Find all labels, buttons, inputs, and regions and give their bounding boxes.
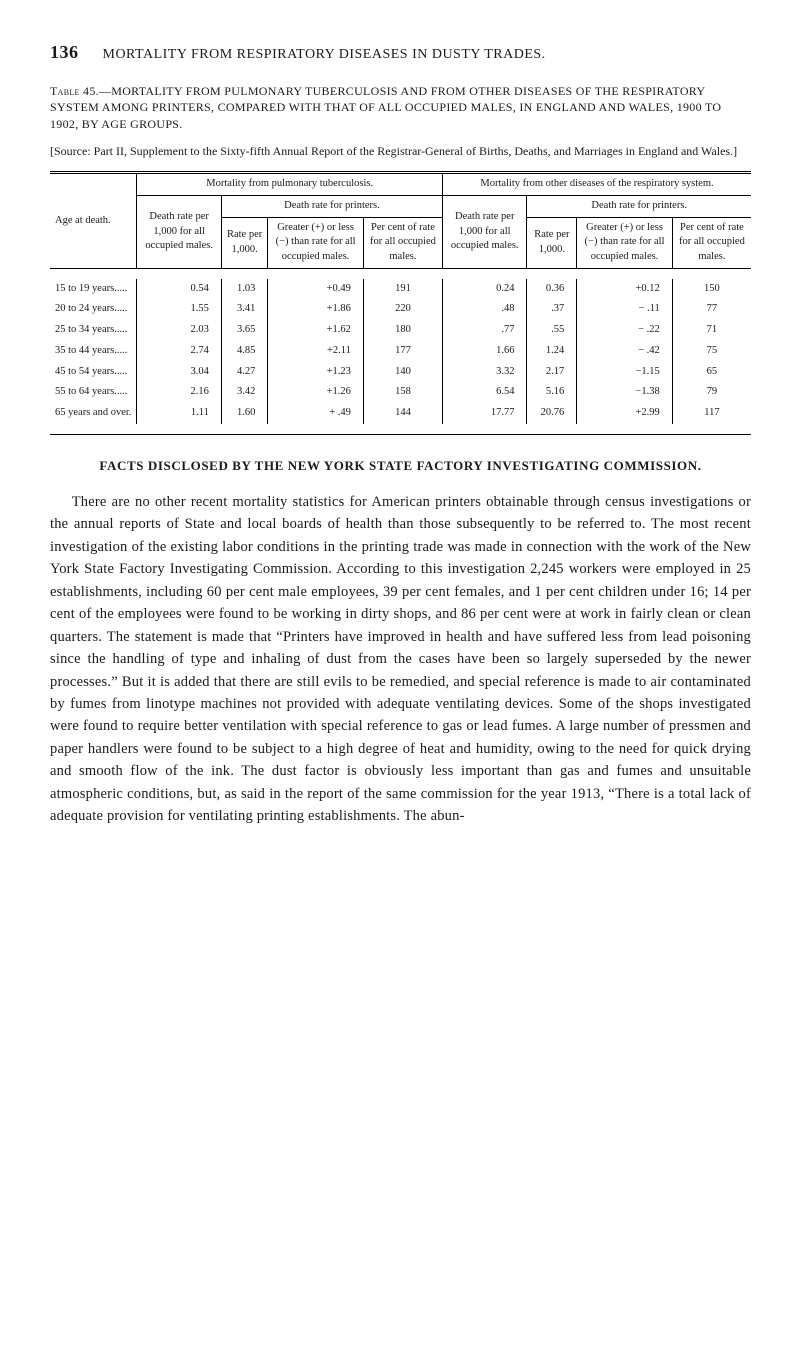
col-a-percent: Per cent of rate for all occupied males. [363, 217, 442, 268]
body-paragraph: There are no other recent mortality stat… [50, 491, 751, 828]
table-cell: 17.77 [443, 403, 527, 424]
table-row: 55 to 64 years.....2.163.42+1.261586.545… [50, 382, 751, 403]
table-cell: 65 [672, 362, 751, 383]
table-cell: .55 [527, 320, 577, 341]
table-cell: −1.38 [577, 382, 673, 403]
table-cell: 45 to 54 years..... [50, 362, 137, 383]
table-cell: −1.15 [577, 362, 673, 383]
table-cell: 4.27 [221, 362, 267, 383]
table-cell: 140 [363, 362, 442, 383]
table-cell: 1.11 [137, 403, 221, 424]
table-cell: 75 [672, 341, 751, 362]
table-cell: 0.24 [443, 279, 527, 300]
col-a-rate-per: Rate per 1,000. [221, 217, 267, 268]
col-header-age: Age at death. [50, 173, 137, 268]
table-cell: 150 [672, 279, 751, 300]
table-cell: .37 [527, 299, 577, 320]
table-row: 35 to 44 years.....2.744.85+2.111771.661… [50, 341, 751, 362]
col-a-death-rate: Death rate per 1,000 for all occupied ma… [137, 196, 221, 269]
table-cell: 55 to 64 years..... [50, 382, 137, 403]
table-cell: 6.54 [443, 382, 527, 403]
table-cell: 20 to 24 years..... [50, 299, 137, 320]
table-cell: 3.41 [221, 299, 267, 320]
col-a-greater-less: Greater (+) or less (−) than rate for al… [268, 217, 364, 268]
col-b-printers: Death rate for printers. [527, 196, 751, 218]
table-cell: 177 [363, 341, 442, 362]
col-b-death-rate: Death rate per 1,000 for all occupied ma… [443, 196, 527, 269]
table-cell: 3.42 [221, 382, 267, 403]
table-row: 65 years and over.1.111.60+ .4914417.772… [50, 403, 751, 424]
table-cell: 0.54 [137, 279, 221, 300]
table-cell: 15 to 19 years..... [50, 279, 137, 300]
table-cell: 2.16 [137, 382, 221, 403]
table-cell: +1.62 [268, 320, 364, 341]
table-row: 20 to 24 years.....1.553.41+1.86220.48.3… [50, 299, 751, 320]
table-cell: 25 to 34 years..... [50, 320, 137, 341]
table-cell: +2.11 [268, 341, 364, 362]
running-head: MORTALITY FROM RESPIRATORY DISEASES IN D… [103, 47, 546, 62]
mortality-table: Age at death. Mortality from pulmonary t… [50, 171, 751, 434]
page-header: 136 MORTALITY FROM RESPIRATORY DISEASES … [50, 40, 751, 65]
table-cell: 1.60 [221, 403, 267, 424]
table-cell: + .49 [268, 403, 364, 424]
table-cell: 35 to 44 years..... [50, 341, 137, 362]
table-cell: 77 [672, 299, 751, 320]
table-cell: 2.74 [137, 341, 221, 362]
col-group-a: Mortality from pulmonary tuberculosis. [137, 173, 443, 196]
table-cell: − .42 [577, 341, 673, 362]
table-cell: 191 [363, 279, 442, 300]
table-cell: − .22 [577, 320, 673, 341]
table-cell: +1.86 [268, 299, 364, 320]
table-cell: 3.04 [137, 362, 221, 383]
table-cell: 1.03 [221, 279, 267, 300]
table-cell: .77 [443, 320, 527, 341]
table-row: 45 to 54 years.....3.044.27+1.231403.322… [50, 362, 751, 383]
table-cell: +0.49 [268, 279, 364, 300]
table-cell: +1.23 [268, 362, 364, 383]
facts-heading: FACTS DISCLOSED BY THE NEW YORK STATE FA… [50, 457, 751, 475]
table-cell: 65 years and over. [50, 403, 137, 424]
table-cell: − .11 [577, 299, 673, 320]
col-b-greater-less: Greater (+) or less (−) than rate for al… [577, 217, 673, 268]
table-row: 15 to 19 years.....0.541.03+0.491910.240… [50, 279, 751, 300]
table-cell: 158 [363, 382, 442, 403]
col-a-printers: Death rate for printers. [221, 196, 442, 218]
table-caption: Table 45.—MORTALITY FROM PULMONARY TUBER… [50, 83, 751, 132]
table-cell: 3.65 [221, 320, 267, 341]
table-body: 15 to 19 years.....0.541.03+0.491910.240… [50, 268, 751, 434]
table-cell: 79 [672, 382, 751, 403]
table-row: 25 to 34 years.....2.033.65+1.62180.77.5… [50, 320, 751, 341]
col-b-percent: Per cent of rate for all occupied males. [672, 217, 751, 268]
table-cell: 0.36 [527, 279, 577, 300]
table-caption-lead: Table 45. [50, 84, 99, 98]
table-cell: +1.26 [268, 382, 364, 403]
table-cell: .48 [443, 299, 527, 320]
table-cell: 1.24 [527, 341, 577, 362]
table-cell: +0.12 [577, 279, 673, 300]
table-cell: 71 [672, 320, 751, 341]
table-cell: +2.99 [577, 403, 673, 424]
table-cell: 3.32 [443, 362, 527, 383]
table-caption-text: —MORTALITY FROM PULMONARY TUBERCULOSIS A… [50, 84, 721, 130]
table-cell: 5.16 [527, 382, 577, 403]
page-number: 136 [50, 42, 79, 62]
table-cell: 180 [363, 320, 442, 341]
col-group-b: Mortality from other diseases of the res… [443, 173, 751, 196]
table-cell: 2.17 [527, 362, 577, 383]
table-cell: 2.03 [137, 320, 221, 341]
table-cell: 144 [363, 403, 442, 424]
source-note: [Source: Part II, Supplement to the Sixt… [50, 144, 751, 160]
table-cell: 4.85 [221, 341, 267, 362]
table-cell: 1.66 [443, 341, 527, 362]
table-cell: 117 [672, 403, 751, 424]
col-b-rate-per: Rate per 1,000. [527, 217, 577, 268]
table-cell: 1.55 [137, 299, 221, 320]
table-cell: 220 [363, 299, 442, 320]
table-cell: 20.76 [527, 403, 577, 424]
